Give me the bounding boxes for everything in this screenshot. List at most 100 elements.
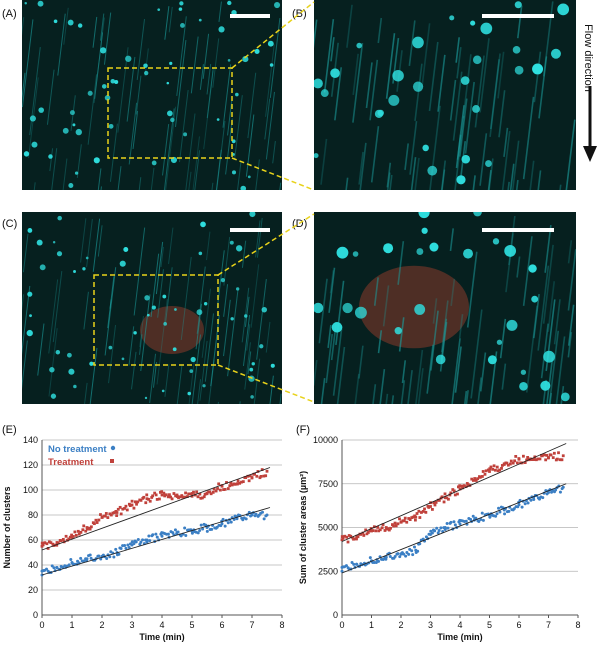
particle <box>377 109 385 117</box>
data-point-treatment <box>124 504 128 508</box>
motion-streak <box>202 33 210 79</box>
motion-streak <box>452 71 463 141</box>
motion-streak <box>46 69 55 125</box>
zoom-box-c <box>93 274 219 366</box>
motion-streak <box>323 19 335 93</box>
data-point-treatment <box>45 542 49 546</box>
particle <box>178 7 183 11</box>
data-point-no-treatment <box>452 520 456 524</box>
data-point-treatment <box>488 470 491 473</box>
motion-streak <box>256 278 267 360</box>
trend-line <box>41 467 271 551</box>
motion-streak <box>389 174 393 190</box>
particle <box>100 47 107 54</box>
data-point-treatment <box>378 528 382 532</box>
particle <box>189 369 194 374</box>
chart-f-canvas: 0 2500 5000 7500 10000 0 1 2 3 4 5 6 7 8 Time (min) Sum… <box>298 435 581 642</box>
data-point-treatment <box>340 535 344 538</box>
data-point-treatment <box>377 529 381 533</box>
particle <box>485 160 492 167</box>
motion-streak <box>253 358 261 404</box>
data-point-treatment <box>474 479 478 482</box>
particle <box>29 115 36 122</box>
data-point-no-treatment <box>108 555 112 559</box>
trend-line <box>341 483 567 574</box>
motion-streak <box>250 264 260 328</box>
particle <box>356 42 363 49</box>
data-point-treatment <box>189 492 193 496</box>
data-point-treatment <box>196 495 200 499</box>
data-point-treatment <box>175 493 179 497</box>
particle <box>496 339 503 345</box>
data-point-treatment <box>74 534 78 537</box>
motion-streak <box>162 124 170 176</box>
particle <box>394 327 402 335</box>
motion-streak <box>507 181 510 190</box>
data-point-treatment <box>538 457 542 461</box>
particle <box>183 132 188 137</box>
data-point-treatment <box>260 468 264 471</box>
data-point-treatment <box>506 463 510 467</box>
particle <box>235 287 240 291</box>
data-point-no-treatment <box>340 569 344 573</box>
data-point-treatment <box>172 492 176 495</box>
data-point-no-treatment <box>512 507 516 511</box>
particle <box>203 302 208 306</box>
motion-streak <box>190 36 199 94</box>
micrograph-a <box>22 0 282 190</box>
data-point-no-treatment <box>374 561 378 565</box>
particle <box>528 264 537 273</box>
data-point-no-treatment <box>405 551 409 555</box>
motion-streak <box>479 38 490 113</box>
micrograph-c-canvas <box>22 212 282 404</box>
data-point-no-treatment <box>377 559 381 563</box>
motion-streak <box>49 148 54 172</box>
data-point-treatment <box>551 456 555 460</box>
particle <box>421 227 428 234</box>
motion-streak <box>176 16 187 97</box>
data-point-treatment <box>347 534 351 537</box>
particle <box>267 40 274 47</box>
motion-streak <box>152 362 158 388</box>
data-point-treatment <box>437 498 441 502</box>
motion-streak <box>365 62 373 109</box>
particle <box>87 90 93 96</box>
motion-streak <box>465 390 469 404</box>
data-point-treatment <box>492 464 496 468</box>
data-point-no-treatment <box>201 527 205 531</box>
data-point-treatment <box>77 532 81 536</box>
micrograph-b-canvas <box>314 0 576 190</box>
data-point-treatment <box>202 495 206 499</box>
data-point-no-treatment <box>260 510 264 514</box>
data-point-treatment <box>85 526 89 529</box>
motion-streak <box>529 160 535 190</box>
particle <box>48 154 53 159</box>
data-point-no-treatment <box>147 534 151 538</box>
data-point-treatment <box>561 454 565 458</box>
data-point-treatment <box>495 465 499 469</box>
motion-streak <box>497 51 505 99</box>
particle <box>242 56 249 63</box>
data-point-treatment <box>544 458 548 462</box>
data-point-no-treatment <box>210 527 214 531</box>
data-point-no-treatment <box>532 498 536 501</box>
data-point-no-treatment <box>82 559 86 563</box>
motion-streak <box>149 353 157 404</box>
particle <box>416 248 424 255</box>
particle <box>169 61 173 66</box>
x-tick-label: 2 <box>398 620 403 630</box>
data-point-no-treatment <box>79 556 83 560</box>
data-point-treatment <box>220 484 224 488</box>
y-tick-label: 2500 <box>318 566 338 576</box>
data-point-no-treatment <box>480 511 484 515</box>
motion-streak <box>139 316 144 348</box>
data-point-treatment <box>61 537 65 541</box>
particle <box>174 308 177 311</box>
motion-streak <box>89 347 98 404</box>
motion-streak <box>131 351 137 390</box>
data-point-no-treatment <box>402 552 406 556</box>
motion-streak <box>542 1 554 77</box>
data-point-treatment <box>461 486 465 490</box>
motion-streak <box>279 393 282 404</box>
motion-streak <box>352 53 359 96</box>
